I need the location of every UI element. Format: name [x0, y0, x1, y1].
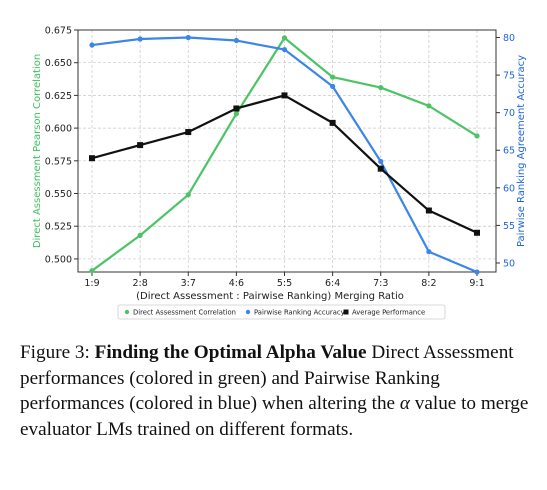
data-point-3 [329, 119, 336, 126]
caption-text-1: Direct Assessment performances (colored … [20, 342, 514, 415]
y-left-tick-label: 0.625 [45, 91, 72, 102]
x-tick-label: 6:4 [325, 278, 340, 289]
figure-caption: Figure 3: Finding the Optimal Alpha Valu… [20, 340, 532, 442]
data-point-3 [233, 105, 240, 112]
data-point-1 [281, 35, 288, 41]
data-point-3 [474, 229, 480, 236]
plot-frame [77, 29, 497, 273]
data-point-3 [185, 129, 192, 136]
x-tick-label: 9:1 [469, 278, 484, 289]
x-axis-label: (Direct Assessment : Pairwise Ranking) M… [136, 291, 404, 302]
caption-title: Finding the Optimal Alpha Value [94, 342, 367, 363]
legend-marker-2 [245, 309, 251, 315]
data-point-2 [378, 158, 384, 165]
x-tick-label: 4:6 [229, 278, 244, 289]
y-right-tick-label: 55 [503, 221, 515, 232]
legend-label-1: Direct Assessment Correlation [133, 309, 236, 317]
legend-marker-3 [343, 309, 349, 315]
data-point-2 [185, 34, 191, 41]
data-point-3 [89, 155, 95, 162]
y-left-tick-label: 0.600 [45, 124, 72, 135]
y-right-tick-label: 75 [503, 71, 515, 82]
legend-marker-1 [124, 309, 130, 315]
y-right-tick-label: 70 [503, 108, 515, 119]
data-point-3 [281, 92, 288, 99]
alpha-symbol: α [399, 393, 410, 415]
legend-label-3: Average Performance [352, 309, 425, 317]
x-tick-label: 7:3 [373, 278, 388, 289]
x-tick-label: 8:2 [421, 278, 436, 289]
data-point-1 [137, 232, 143, 238]
legend-box [117, 304, 446, 320]
y-axis-right-label: Pairwise Ranking Agreement Accuracy [516, 55, 527, 247]
caption-label: Figure 3: [20, 342, 90, 363]
x-tick-label: 5:5 [277, 278, 292, 289]
data-point-2 [426, 249, 432, 255]
x-tick-label: 1:9 [84, 278, 99, 289]
caption-text-2: value to merge evaluator LMs trained on … [20, 393, 529, 440]
series-layer [89, 34, 480, 275]
grid [78, 29, 496, 272]
y-right-tick-label: 65 [503, 146, 515, 157]
y-left-tick-label: 0.650 [45, 58, 72, 69]
data-point-1 [426, 103, 432, 109]
data-point-2 [281, 46, 288, 53]
data-point-3 [425, 207, 432, 214]
data-point-1 [89, 268, 95, 274]
y-axis-left-label: Direct Assessment Pearson Correlation [32, 54, 43, 248]
y-right-tick-label: 60 [503, 183, 515, 194]
y-left-tick-label: 0.500 [45, 254, 72, 265]
legend: Direct Assessment Correlation Pairwise Ra… [117, 304, 446, 320]
data-point-3 [137, 142, 144, 149]
data-point-2 [474, 269, 480, 275]
x-tick-label: 3:7 [181, 278, 196, 289]
data-point-2 [233, 37, 239, 44]
ticks: 1:9 2:8 3:7 4:6 5:5 6:4 7:3 8:2 9:1 0.500 0.525 0.5… [45, 26, 515, 290]
y-left-tick-label: 0.550 [45, 189, 72, 200]
data-point-2 [330, 83, 336, 89]
data-point-1 [378, 84, 384, 91]
legend-label-2: Pairwise Ranking Accuracy [254, 309, 345, 317]
y-right-tick-label: 50 [503, 258, 515, 269]
data-point-1 [185, 192, 191, 198]
x-tick-label: 2:8 [132, 278, 147, 289]
data-point-3 [377, 165, 384, 172]
data-point-1 [474, 133, 480, 139]
data-point-1 [233, 111, 239, 117]
chart: 1:9 2:8 3:7 4:6 5:5 6:4 7:3 8:2 9:1 0.500 0.525 0.5… [32, 26, 527, 320]
y-right-tick-label: 80 [503, 33, 515, 44]
data-point-2 [137, 36, 143, 42]
y-left-tick-label: 0.575 [45, 156, 72, 167]
data-point-2 [89, 42, 95, 48]
data-point-1 [330, 74, 336, 80]
y-left-tick-label: 0.675 [45, 26, 72, 37]
y-left-tick-label: 0.525 [45, 222, 72, 233]
